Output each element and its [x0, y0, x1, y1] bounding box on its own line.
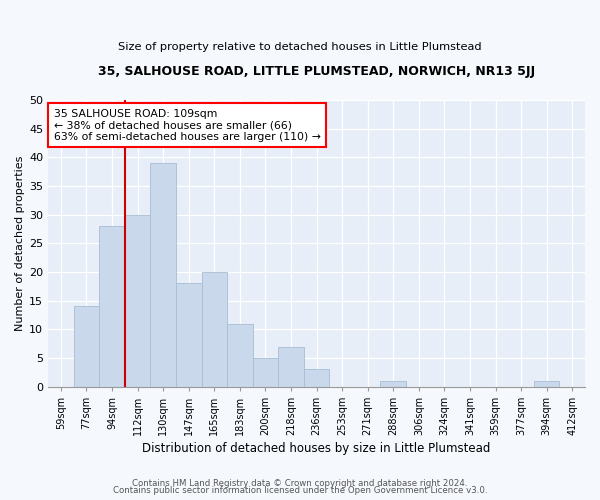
Text: Size of property relative to detached houses in Little Plumstead: Size of property relative to detached ho… [118, 42, 482, 52]
X-axis label: Distribution of detached houses by size in Little Plumstead: Distribution of detached houses by size … [142, 442, 491, 455]
Bar [74, 306, 99, 386]
Bar [176, 284, 202, 387]
Bar [278, 346, 304, 387]
Bar [151, 163, 176, 386]
Bar [304, 370, 329, 386]
Title: 35, SALHOUSE ROAD, LITTLE PLUMSTEAD, NORWICH, NR13 5JJ: 35, SALHOUSE ROAD, LITTLE PLUMSTEAD, NOR… [98, 65, 535, 78]
Text: Contains HM Land Registry data © Crown copyright and database right 2024.: Contains HM Land Registry data © Crown c… [132, 478, 468, 488]
Bar [227, 324, 253, 386]
Bar [99, 226, 125, 386]
Text: 35 SALHOUSE ROAD: 109sqm
← 38% of detached houses are smaller (66)
63% of semi-d: 35 SALHOUSE ROAD: 109sqm ← 38% of detach… [53, 108, 320, 142]
Bar [125, 214, 151, 386]
Bar [380, 381, 406, 386]
Bar [202, 272, 227, 386]
Y-axis label: Number of detached properties: Number of detached properties [15, 156, 25, 331]
Bar [253, 358, 278, 386]
Bar [534, 381, 559, 386]
Text: Contains public sector information licensed under the Open Government Licence v3: Contains public sector information licen… [113, 486, 487, 495]
